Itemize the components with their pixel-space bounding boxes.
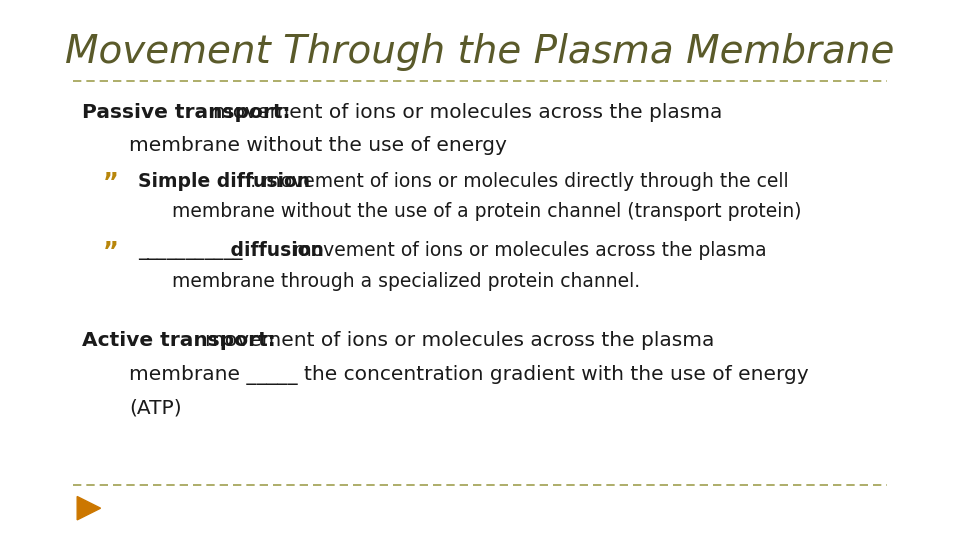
Text: diffusion: diffusion [225, 241, 324, 260]
Text: ___________: ___________ [138, 241, 242, 260]
Text: : movement of ions or molecules directly through the cell: : movement of ions or molecules directly… [251, 172, 789, 191]
Text: membrane without the use of a protein channel (transport protein): membrane without the use of a protein ch… [173, 202, 802, 221]
Text: membrane _____ the concentration gradient with the use of energy: membrane _____ the concentration gradien… [130, 364, 808, 384]
Text: Movement Through the Plasma Membrane: Movement Through the Plasma Membrane [65, 33, 895, 71]
Text: Passive transport:: Passive transport: [82, 103, 290, 122]
Text: Active transport:: Active transport: [82, 331, 276, 350]
Text: (ATP): (ATP) [130, 398, 181, 417]
Text: Simple diffusion: Simple diffusion [138, 172, 310, 191]
Text: membrane through a specialized protein channel.: membrane through a specialized protein c… [173, 272, 640, 291]
Polygon shape [77, 496, 101, 520]
Text: movement of ions or molecules across the plasma: movement of ions or molecules across the… [205, 331, 715, 350]
Text: ”: ” [103, 171, 119, 194]
Text: : movement of ions or molecules across the plasma: : movement of ions or molecules across t… [280, 241, 766, 260]
Text: membrane without the use of energy: membrane without the use of energy [130, 136, 507, 155]
Text: ”: ” [103, 240, 119, 264]
Text: movement of ions or molecules across the plasma: movement of ions or molecules across the… [213, 103, 723, 122]
